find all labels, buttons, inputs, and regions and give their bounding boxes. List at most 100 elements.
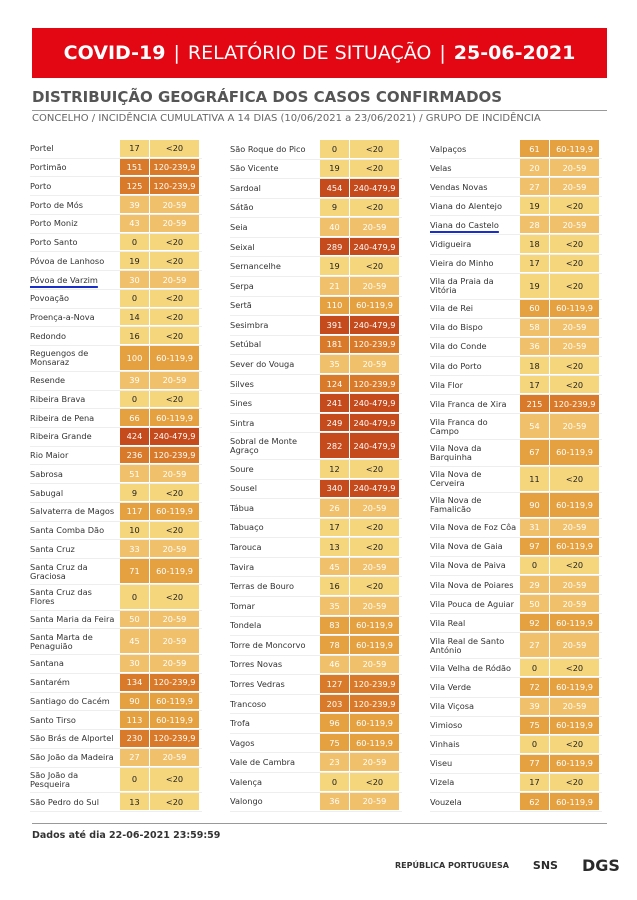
incidence-group: 120-239,9	[150, 158, 200, 177]
table-row: Torre de Moncorvo 78 60-119,9	[230, 636, 402, 656]
incidence-group: 20-59	[550, 178, 600, 197]
incidence-group: 20-59	[350, 218, 400, 237]
incidence-value: 17	[120, 140, 150, 158]
incidence-value: 0	[120, 233, 150, 252]
incidence-value: 21	[320, 276, 350, 296]
municipality: Vila Nova de Poiares	[430, 579, 514, 590]
incidence-group: <20	[350, 257, 400, 276]
table-row: Porto de Mós 39 20-59	[30, 196, 202, 215]
incidence-group: 60-119,9	[150, 409, 200, 428]
incidence-group: <20	[550, 773, 600, 792]
incidence-value: 46	[320, 655, 350, 675]
table-row: Sabugal 9 <20	[30, 484, 202, 503]
incidence-group: 20-59	[550, 575, 600, 595]
table-row: Salvaterra de Magos 117 60-119,9	[30, 502, 202, 522]
table-row: Sabrosa 51 20-59	[30, 465, 202, 485]
incidence-group: 120-239,9	[150, 730, 200, 748]
table-row: Santarém 134 120-239,9	[30, 673, 202, 693]
incidence-group: <20	[350, 159, 400, 179]
municipality: Tomar	[230, 600, 255, 611]
table-row: Tábua 26 20-59	[230, 499, 402, 519]
table-row: Vila Nova de Paiva 0 <20	[430, 556, 602, 576]
municipality: Santa Marta de Penaguião	[30, 631, 93, 651]
incidence-group: <20	[150, 390, 200, 409]
table-row: Viana do Castelo 28 20-59	[430, 216, 602, 236]
table-row: Sintra 249 240-479,9	[230, 413, 402, 434]
table-row: Viseu 77 60-119,9	[430, 754, 602, 774]
incidence-value: 249	[320, 413, 350, 433]
municipality: São Pedro do Sul	[30, 796, 99, 807]
municipality: Vila Franca de Xira	[430, 398, 507, 409]
municipality: Porto Santo	[30, 237, 78, 248]
incidence-value: 60	[520, 299, 550, 318]
municipality: Vila Nova da Barquinha	[430, 442, 482, 462]
municipality: Sousel	[230, 483, 257, 494]
municipality: Vila Verde	[430, 681, 472, 692]
municipality: Valpaços	[430, 143, 467, 154]
table-row: Ribeira Brava 0 <20	[30, 390, 202, 410]
table-row: Santa Maria da Feira 50 20-59	[30, 610, 202, 630]
incidence-group: 240-479,9	[350, 237, 400, 257]
incidence-group: 60-119,9	[150, 502, 200, 521]
table-row: Vouzela 62 60-119,9	[430, 793, 602, 813]
municipality: Vimioso	[430, 720, 463, 731]
table-row: Vendas Novas 27 20-59	[430, 178, 602, 198]
incidence-value: 72	[520, 678, 550, 697]
municipality: Sobral de Monte Agraço	[230, 436, 298, 456]
municipality: Sintra	[230, 417, 255, 428]
table-row: Vila Nova de Cerveira 11 <20	[430, 466, 602, 493]
header-title: RELATÓRIO DE SITUAÇÃO	[187, 42, 432, 64]
municipality: Redondo	[30, 330, 66, 341]
table-row: Torres Vedras 127 120-239,9	[230, 675, 402, 695]
incidence-value: 124	[320, 374, 350, 394]
incidence-group: 60-119,9	[150, 692, 200, 711]
table-row: Seixal 289 240-479,9	[230, 237, 402, 258]
incidence-value: 230	[120, 730, 150, 748]
municipality: Vidigueira	[430, 239, 472, 250]
incidence-value: 90	[520, 492, 550, 518]
municipality: Vila Viçosa	[430, 701, 475, 712]
table-row: São Vicente 19 <20	[230, 159, 402, 180]
incidence-group: 240-479,9	[350, 413, 400, 433]
incidence-value: 61	[520, 140, 550, 159]
table-row: Vila da Praia da Vitória 19 <20	[430, 273, 602, 300]
municipality: Seixal	[230, 241, 255, 252]
incidence-value: 75	[320, 733, 350, 753]
table-row: Vila Nova da Barquinha 67 60-119,9	[430, 440, 602, 467]
incidence-value: 100	[120, 346, 150, 371]
municipality: Santa Cruz	[30, 543, 75, 554]
municipality: Trancoso	[230, 698, 267, 709]
municipality: Soure	[230, 463, 254, 474]
table-row: Valença 0 <20	[230, 773, 402, 793]
incidence-group: <20	[550, 659, 600, 678]
table-row: Torres Novas 46 20-59	[230, 655, 402, 676]
incidence-value: 97	[520, 537, 550, 556]
table-row: Povoação 0 <20	[30, 289, 202, 309]
incidence-group: 20-59	[550, 318, 600, 337]
incidence-group: <20	[150, 140, 200, 158]
municipality: Vila do Conde	[430, 341, 487, 352]
municipality: Sertã	[230, 300, 252, 311]
municipality: Póvoa de Lanhoso	[30, 255, 105, 266]
incidence-group: 60-119,9	[150, 346, 200, 371]
municipality: Vila Nova de Paiva	[430, 560, 506, 571]
table-row: Vila do Porto 18 <20	[430, 357, 602, 377]
incidence-group: <20	[150, 584, 200, 610]
municipality: Vila do Porto	[430, 360, 482, 371]
incidence-value: 110	[320, 296, 350, 316]
table-row: Santa Cruz da Graciosa 71 60-119,9	[30, 559, 202, 585]
municipality: Viseu	[430, 758, 453, 769]
incidence-group: 240-479,9	[350, 316, 400, 335]
table-row: Velas 20 20-59	[430, 159, 602, 179]
table-column: Portel 17 <20 Portimão 151 120-239,9 Porto 125 1…	[30, 140, 202, 812]
incidence-group: 120-239,9	[350, 694, 400, 714]
incidence-value: 282	[320, 433, 350, 459]
header: COVID-19 | RELATÓRIO DE SITUAÇÃO | 25-06-202…	[32, 28, 607, 78]
table-row: Vila de Rei 60 60-119,9	[430, 299, 602, 319]
table-row: Sines 241 240-479,9	[230, 394, 402, 414]
table-row: Porto Moniz 43 20-59	[30, 214, 202, 234]
incidence-group: 20-59	[150, 371, 200, 390]
incidence-value: 50	[120, 610, 150, 629]
table-row: Trofa 96 60-119,9	[230, 714, 402, 734]
municipality: São Roque do Pico	[230, 143, 306, 154]
